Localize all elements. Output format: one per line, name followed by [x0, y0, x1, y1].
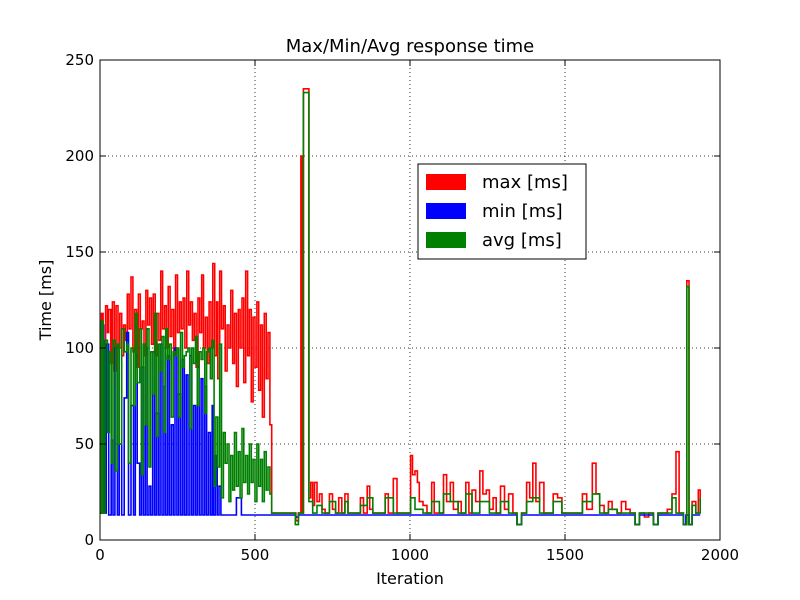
y-tick-label: 150	[65, 243, 94, 261]
legend: max [ms] min [ms] avg [ms]	[417, 163, 587, 260]
x-tick-label: 1500	[546, 546, 584, 564]
legend-label-max: max [ms]	[482, 172, 568, 193]
axis-ticks: 0 500 1000 1500 2000 0 50 100 150 200 250	[65, 51, 739, 564]
x-tick-label: 2000	[701, 546, 739, 564]
y-tick-label: 100	[65, 339, 94, 357]
x-axis-label: Iteration	[376, 569, 444, 588]
legend-swatch-avg	[426, 232, 466, 248]
legend-swatch-max	[426, 174, 466, 190]
y-tick-label: 50	[75, 435, 94, 453]
y-tick-label: 250	[65, 51, 94, 69]
y-axis-label: Time [ms]	[36, 260, 55, 342]
x-tick-label: 0	[95, 546, 105, 564]
legend-label-avg: avg [ms]	[482, 230, 562, 251]
y-tick-label: 0	[84, 531, 94, 549]
legend-swatch-min	[426, 203, 466, 219]
series-line-avg	[100, 91, 701, 526]
series-line-min	[100, 324, 701, 526]
chart-title: Max/Min/Avg response time	[286, 36, 534, 57]
x-tick-label: 500	[241, 546, 270, 564]
legend-label-min: min [ms]	[482, 201, 563, 222]
plot-area	[100, 88, 701, 526]
y-tick-label: 200	[65, 147, 94, 165]
x-tick-label: 1000	[391, 546, 429, 564]
